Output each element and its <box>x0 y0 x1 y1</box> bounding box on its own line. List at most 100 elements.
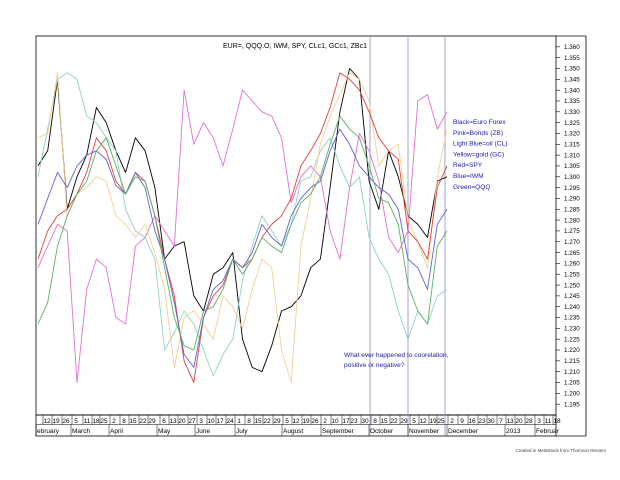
legend-entry: Red=SPY <box>453 162 483 169</box>
y-tick-label: 1.275 <box>564 228 580 235</box>
y-tick-label: 1.310 <box>564 152 580 159</box>
x-month-label: September <box>322 428 355 435</box>
y-tick-label: 1.305 <box>564 163 580 170</box>
legend-entry: Yellow=gold (GC) <box>453 151 504 158</box>
x-day-label: 19 <box>429 418 437 425</box>
x-day-label: 12 <box>292 418 300 425</box>
x-axis: 12 19 26 5 11 18 25 2 8 15 22 29 6 13 20 27 3 10 17 24 1 8 15 2… <box>35 415 561 436</box>
x-day-label: 16 <box>468 418 476 425</box>
x-day-label: 13 <box>506 418 514 425</box>
y-tick-label: 1.230 <box>564 326 580 333</box>
x-month-label: June <box>196 428 210 435</box>
y-tick-label: 1.215 <box>564 358 580 365</box>
x-month-label: December <box>448 428 479 435</box>
x-day-label: 10 <box>207 418 215 425</box>
y-tick-label: 1.280 <box>564 217 580 224</box>
y-tick-label: 1.240 <box>564 304 580 311</box>
x-day-label: 15 <box>129 418 137 425</box>
x-day-label: 11 <box>545 418 552 425</box>
x-day-label: 26 <box>62 418 70 425</box>
x-month-label: May <box>158 428 171 435</box>
plot-border <box>35 35 557 416</box>
x-day-label: 3 <box>537 418 541 425</box>
x-day-label: 15 <box>254 418 262 425</box>
y-tick-label: 1.260 <box>564 261 580 268</box>
series-line-euro-forex <box>37 68 448 373</box>
chart-frame <box>35 35 587 437</box>
y-tick-label: 1.245 <box>564 293 580 300</box>
x-day-label: 22 <box>390 418 398 425</box>
x-day-label: 1 <box>237 418 241 425</box>
y-tick-label: 1.290 <box>564 196 580 203</box>
x-day-label: 22 <box>263 418 271 425</box>
x-month-label: Februar <box>536 428 560 435</box>
y-tick-label: 1.355 <box>564 55 580 62</box>
x-day-label: 23 <box>350 418 358 425</box>
y-tick-label: 1.340 <box>564 87 580 94</box>
x-day-label: 12 <box>419 418 427 425</box>
x-day-label: 25 <box>100 418 108 425</box>
y-tick-label: 1.285 <box>564 206 580 213</box>
x-month-label: April <box>110 428 124 435</box>
x-day-label: 5 <box>412 418 416 425</box>
legend-entry: Light Blue=oil (CL) <box>453 141 507 148</box>
annotation-line: What ever happened to coorelation, <box>344 352 449 359</box>
y-axis: 1.360 1.355 1.350 1.345 1.340 1.335 1.330 1.325… <box>556 44 580 408</box>
x-day-label: 8 <box>247 418 251 425</box>
y-tick-label: 1.205 <box>564 380 580 387</box>
y-tick-label: 1.330 <box>564 109 580 116</box>
x-day-label: 8 <box>122 418 126 425</box>
annotation-line: positive or negative? <box>344 362 405 369</box>
x-day-label: 2 <box>450 418 454 425</box>
x-day-label: 17 <box>216 418 224 425</box>
x-month-label: 2013 <box>506 428 521 435</box>
x-day-label: 24 <box>226 418 234 425</box>
x-day-label: 10 <box>331 418 339 425</box>
y-tick-label: 1.360 <box>564 44 580 51</box>
x-day-label: 28 <box>525 418 533 425</box>
legend-entry: Black=Euro Forex <box>453 119 506 126</box>
chart-title: EUR=, QQQ.O, IWM, SPY, CLc1, GCc1, ZBc1 <box>223 43 367 50</box>
x-day-label: 18 <box>553 418 561 425</box>
x-day-label: 15 <box>380 418 388 425</box>
x-day-label: 6 <box>162 418 166 425</box>
y-tick-label: 1.255 <box>564 271 580 278</box>
x-day-label: 5 <box>74 418 78 425</box>
x-day-label: 17 <box>342 418 350 425</box>
x-day-label: 18 <box>92 418 100 425</box>
legend-entry: Pink=Bonds (ZB) <box>453 130 503 137</box>
series-layer <box>37 68 448 383</box>
y-tick-label: 1.220 <box>564 347 580 354</box>
footer-credit: Created in MetaStock from Thomson Reuter… <box>516 448 607 453</box>
x-day-label: 2 <box>112 418 116 425</box>
x-day-label: 12 <box>43 418 51 425</box>
x-month-label: March <box>72 428 90 435</box>
x-day-label: 23 <box>478 418 486 425</box>
x-day-label: 29 <box>148 418 156 425</box>
y-tick-label: 1.195 <box>564 401 580 408</box>
x-day-label: 5 <box>285 418 289 425</box>
x-day-label: 2 <box>323 418 327 425</box>
series-line-oil-cl <box>37 72 448 377</box>
x-day-label: 13 <box>169 418 177 425</box>
x-day-label: 26 <box>311 418 319 425</box>
y-tick-label: 1.350 <box>564 66 580 73</box>
vertical-marker-lines <box>369 36 446 436</box>
x-day-label: 9 <box>460 418 464 425</box>
series-line-bonds-zb <box>37 89 448 383</box>
x-day-label: 20 <box>515 418 523 425</box>
x-month-label: ebruary <box>37 428 60 435</box>
y-tick-label: 1.265 <box>564 250 580 257</box>
x-day-label: 27 <box>188 418 196 425</box>
x-month-label: July <box>236 428 248 435</box>
x-day-label: 30 <box>361 418 369 425</box>
x-month-label: August <box>283 428 303 435</box>
x-day-label: 3 <box>199 418 203 425</box>
x-day-label: 19 <box>52 418 60 425</box>
x-day-label: 19 <box>302 418 310 425</box>
legend-entry: Green=QQQ <box>453 184 491 191</box>
y-tick-label: 1.320 <box>564 131 580 138</box>
y-tick-label: 1.335 <box>564 98 580 105</box>
x-month-label: October <box>370 428 394 435</box>
